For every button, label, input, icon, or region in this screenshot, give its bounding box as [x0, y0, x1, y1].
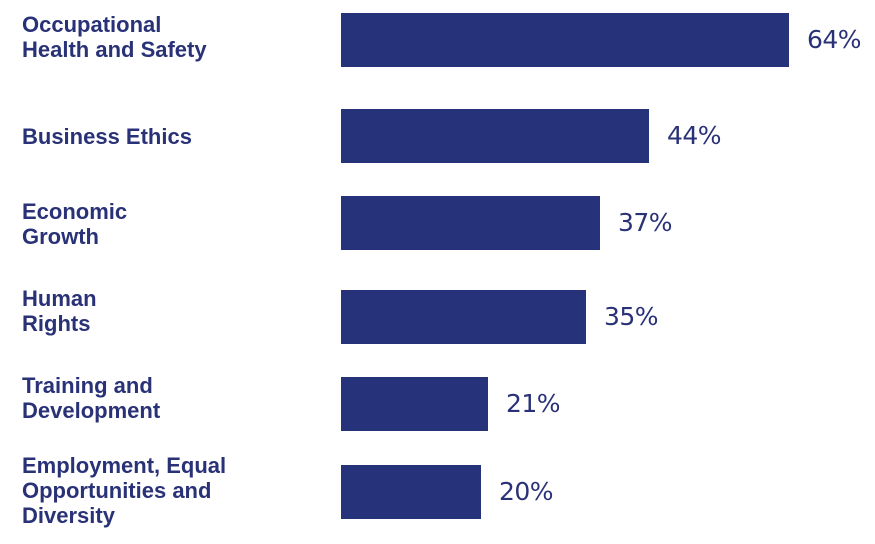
value-label: 35%: [604, 302, 659, 331]
value-label: 20%: [499, 477, 554, 506]
category-label: Training and Development: [22, 373, 161, 423]
category-label: Occupational Health and Safety: [22, 12, 207, 62]
bar: [341, 465, 481, 519]
bar: [341, 377, 488, 431]
bar: [341, 13, 789, 67]
value-label: 37%: [618, 208, 673, 237]
value-label: 44%: [667, 121, 722, 150]
value-label: 64%: [807, 25, 862, 54]
bar: [341, 109, 649, 163]
bar: [341, 196, 600, 250]
category-label: Business Ethics: [22, 124, 192, 149]
category-label: Employment, Equal Opportunities and Dive…: [22, 453, 227, 528]
value-label: 21%: [506, 389, 561, 418]
category-label: Human Rights: [22, 286, 97, 336]
bar: [341, 290, 586, 344]
category-label: Economic Growth: [22, 199, 128, 249]
